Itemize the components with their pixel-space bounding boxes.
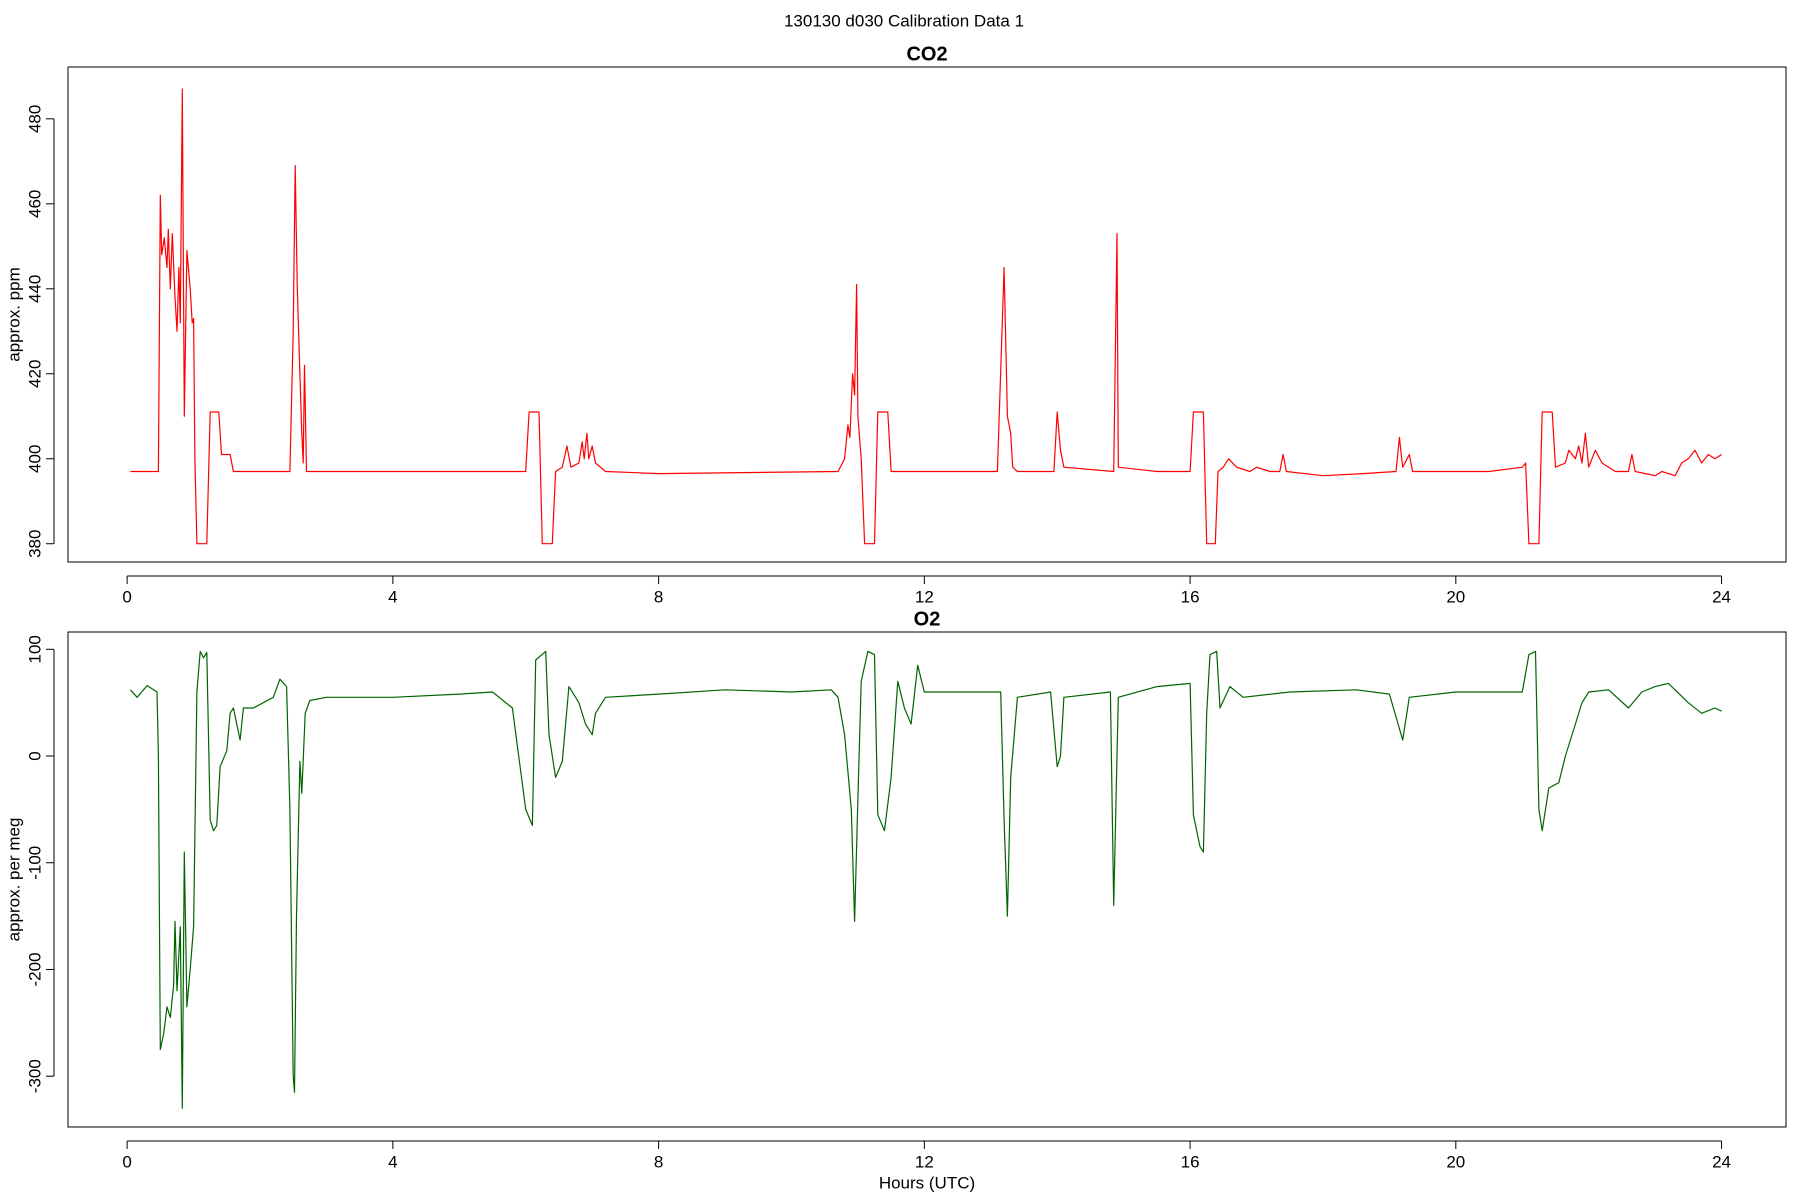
x-axis-label: Hours (UTC) (879, 1173, 975, 1192)
x-tick-label: 4 (388, 587, 397, 606)
y-axis-label: approx. per meg (4, 818, 23, 942)
y-tick-label: 0 (25, 751, 44, 760)
x-tick-label: 4 (388, 1152, 397, 1171)
x-tick-label: 12 (915, 587, 934, 606)
x-tick-label: 0 (122, 587, 131, 606)
y-tick-label: 460 (25, 190, 44, 218)
x-tick-label: 20 (1446, 1152, 1465, 1171)
data-line (129, 650, 1722, 1109)
x-tick-label: 24 (1712, 587, 1731, 606)
x-tick-label: 16 (1181, 1152, 1200, 1171)
plot-box (67, 66, 1787, 563)
y-tick-label: 100 (25, 635, 44, 663)
y-tick-label: -200 (25, 952, 44, 986)
y-tick-label: 420 (25, 360, 44, 388)
plot-title: CO2 (906, 43, 947, 65)
x-tick-label: 24 (1712, 1152, 1731, 1171)
x-tick-label: 12 (915, 1152, 934, 1171)
y-axis-label: approx. ppm (4, 267, 23, 362)
x-tick-label: 8 (654, 1152, 663, 1171)
y-tick-label: -100 (25, 846, 44, 880)
y-tick-label: 400 (25, 445, 44, 473)
plot-box (67, 631, 1787, 1128)
plot-title: O2 (914, 608, 941, 630)
y-tick-label: 380 (25, 530, 44, 558)
data-line (130, 88, 1722, 545)
x-tick-label: 8 (654, 587, 663, 606)
x-tick-label: 0 (122, 1152, 131, 1171)
x-tick-label: 16 (1181, 587, 1200, 606)
y-tick-label: 440 (25, 275, 44, 303)
y-tick-label: -300 (25, 1059, 44, 1093)
y-tick-label: 480 (25, 105, 44, 133)
x-tick-label: 20 (1446, 587, 1465, 606)
figure-title: 130130 d030 Calibration Data 1 (784, 11, 1024, 30)
